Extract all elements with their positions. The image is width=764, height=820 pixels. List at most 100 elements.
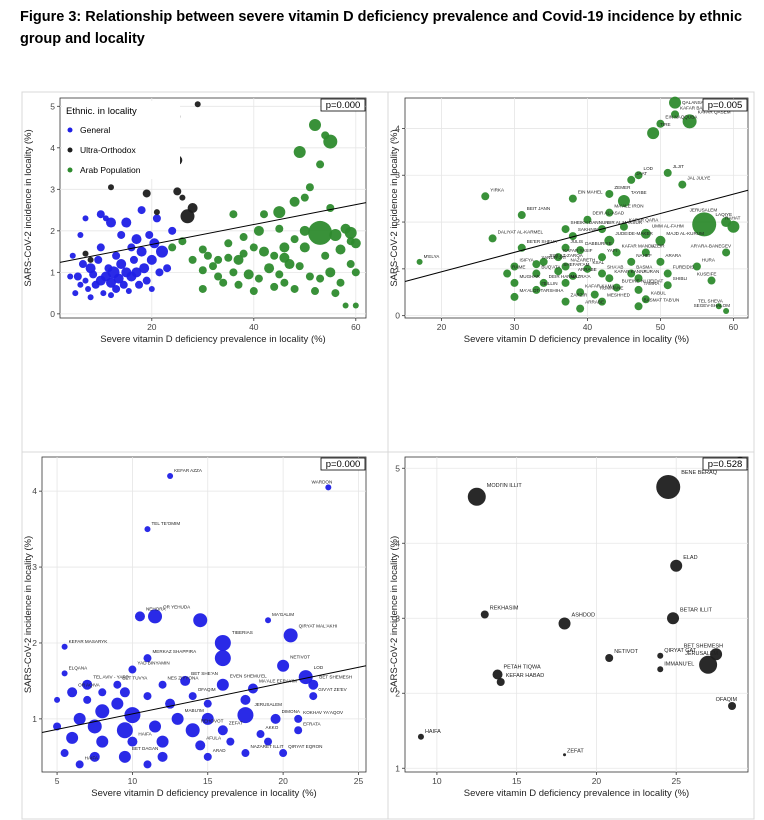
data-point <box>241 749 250 758</box>
legend-label: General <box>80 125 110 135</box>
data-point <box>53 722 62 731</box>
p-value-box <box>320 98 366 112</box>
point-label: ASHDOD <box>572 613 596 619</box>
data-point <box>563 753 567 757</box>
data-point <box>214 255 223 264</box>
p-value-box <box>702 98 748 112</box>
y-tick-label: 2 <box>395 688 400 698</box>
data-point <box>727 220 740 233</box>
point-label: ELQANA <box>69 665 89 670</box>
data-point <box>195 740 206 751</box>
data-point <box>129 255 138 264</box>
x-tick-label: 15 <box>203 776 213 786</box>
data-point <box>203 699 212 708</box>
point-label: MAZRA'A <box>571 274 592 279</box>
legend-marker <box>67 127 73 133</box>
data-point <box>214 650 231 667</box>
point-label: ISIFYA <box>519 258 534 263</box>
data-point <box>510 292 519 301</box>
point-label: JAL JULYE <box>687 176 710 181</box>
data-point <box>532 285 541 294</box>
point-label: KEFAR HABAD <box>506 673 545 679</box>
x-tick-label: 10 <box>432 776 442 786</box>
data-point <box>722 248 731 257</box>
data-point <box>148 285 155 292</box>
data-point <box>254 274 263 283</box>
data-point <box>146 254 157 265</box>
data-point <box>298 670 313 685</box>
data-point <box>124 707 141 724</box>
point-label: BU'EINE-NUJEIDAT <box>622 279 664 284</box>
data-point <box>131 234 142 245</box>
point-label: NAHEF <box>636 253 652 258</box>
data-point <box>590 290 599 299</box>
x-tick-label: 20 <box>437 322 447 332</box>
y-tick-label: 4 <box>50 143 55 153</box>
data-point <box>121 217 132 228</box>
point-label: ZARZIR <box>571 293 588 298</box>
point-label: EFRATA <box>303 721 321 726</box>
point-label: DEIR AL-ASAD <box>592 211 624 216</box>
p-value-label: p=0.000 <box>326 100 361 111</box>
data-point <box>481 192 490 201</box>
point-label: LOD <box>314 665 324 670</box>
data-point <box>583 215 592 224</box>
point-label: BASMAT TAB'UN <box>644 297 680 302</box>
data-point <box>156 245 168 258</box>
data-point <box>194 101 201 108</box>
y-tick-label: 2 <box>395 217 400 227</box>
y-tick-label: 5 <box>50 101 55 111</box>
data-point <box>173 187 182 196</box>
data-point <box>96 243 105 252</box>
x-axis-title: Severe vitamin D deficiency prevalence i… <box>464 334 689 345</box>
point-label: EVEN SHEMU'EL <box>230 674 267 679</box>
data-point <box>112 284 121 293</box>
data-point <box>149 720 162 733</box>
data-point <box>663 281 672 290</box>
data-point <box>111 697 124 710</box>
data-point <box>295 262 304 271</box>
x-tick-label: 25 <box>354 776 364 786</box>
data-point <box>321 251 330 260</box>
data-point <box>710 648 723 661</box>
data-point <box>568 271 577 280</box>
data-point <box>647 127 660 140</box>
point-label: EIN MAHEL <box>578 190 603 195</box>
data-point <box>351 268 360 277</box>
p-value-label: p=0.000 <box>326 459 361 470</box>
point-label: UZEIR <box>651 243 665 248</box>
data-point <box>554 267 563 276</box>
data-point <box>667 612 680 625</box>
point-label: JERUSALEM <box>690 207 718 212</box>
data-point <box>66 731 79 744</box>
point-label: KSAL <box>592 260 604 265</box>
data-point <box>517 211 526 220</box>
data-point <box>308 679 319 690</box>
data-point <box>82 679 93 690</box>
point-label: IMMANU'EL <box>664 661 694 667</box>
data-point <box>155 268 164 277</box>
point-label: BET SHEMESH <box>319 675 352 680</box>
data-point <box>137 206 146 215</box>
regression-line <box>404 189 749 282</box>
data-point <box>61 670 68 677</box>
data-point <box>568 194 577 203</box>
data-point <box>657 666 664 673</box>
data-point <box>576 288 585 297</box>
point-label: EIN NAQQUBA <box>665 115 698 120</box>
data-point <box>108 184 114 191</box>
data-point <box>605 274 614 283</box>
data-point <box>89 751 100 762</box>
data-point <box>89 270 98 279</box>
point-label: REKHASIM <box>490 606 519 612</box>
data-point <box>216 678 229 691</box>
point-label: SHIBLI <box>673 276 688 281</box>
x-tick-label: 60 <box>351 322 361 332</box>
point-label: BE'ER SHEVA' <box>527 239 558 244</box>
data-point <box>352 302 359 309</box>
data-point <box>561 278 570 287</box>
point-label: JULIS <box>571 239 584 244</box>
point-label: BET DAGAN <box>132 746 158 751</box>
